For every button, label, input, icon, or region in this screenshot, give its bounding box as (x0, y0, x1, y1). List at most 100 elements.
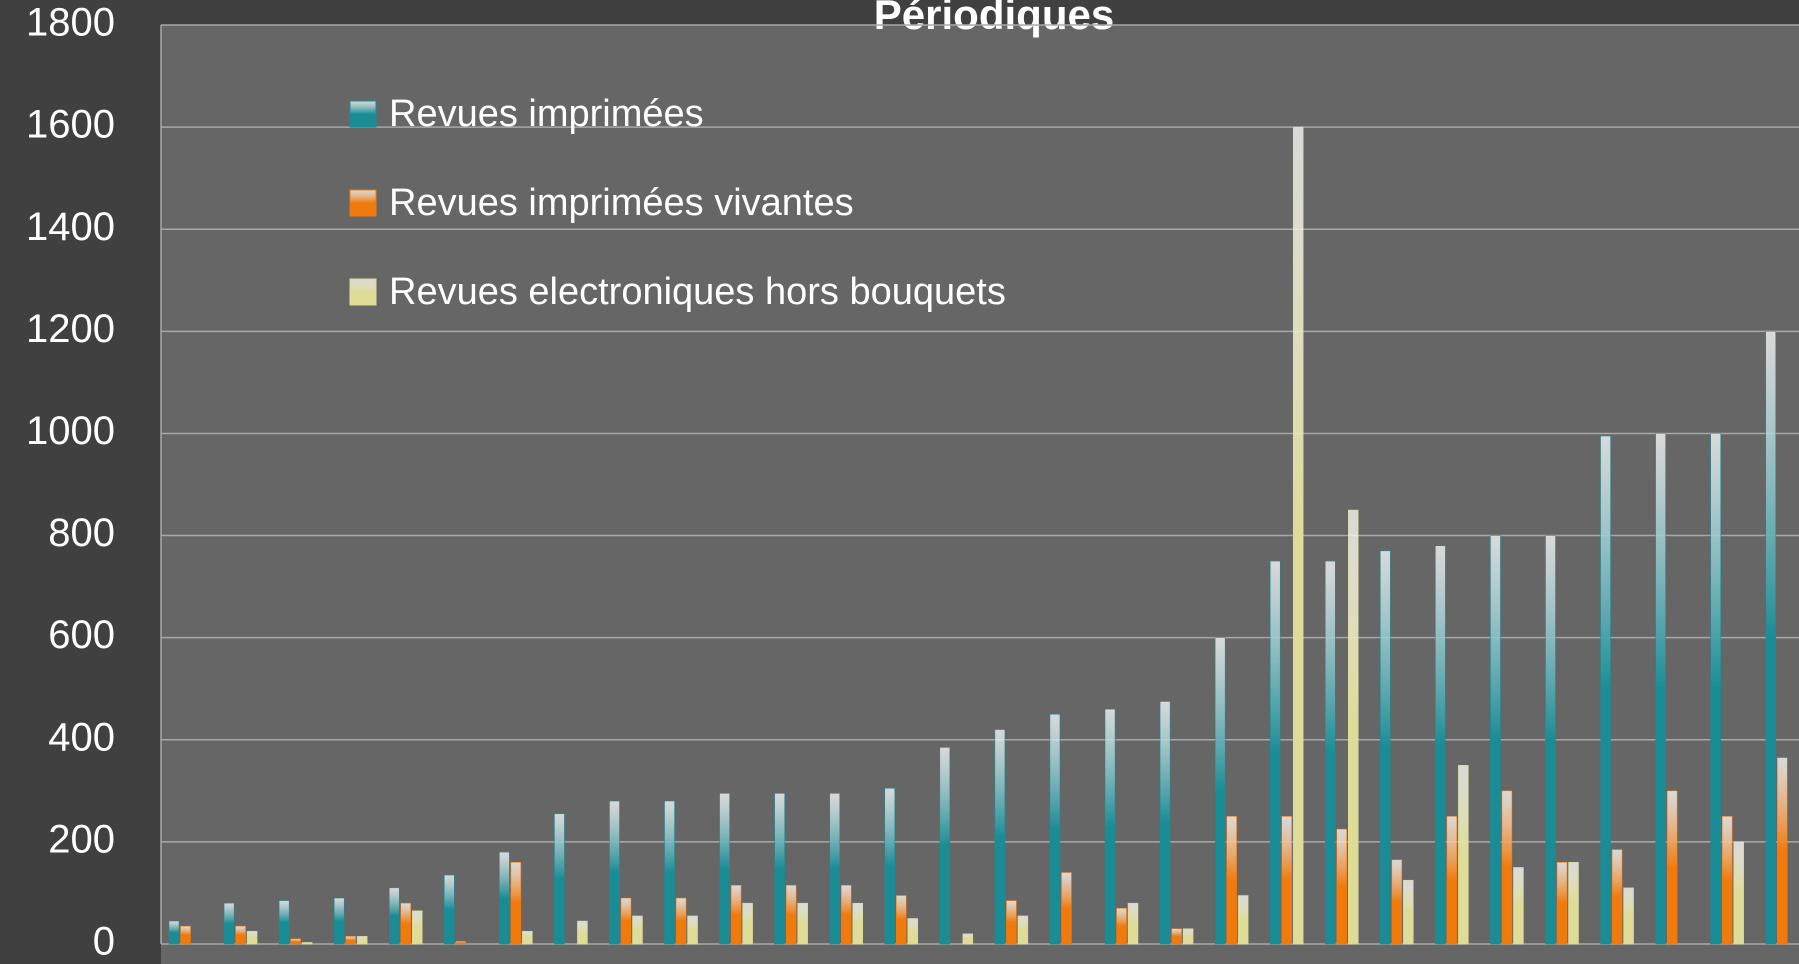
bar (1006, 900, 1017, 945)
bar (1104, 708, 1116, 945)
bar (455, 941, 467, 945)
bar (1666, 790, 1678, 945)
bar (1281, 816, 1292, 945)
bar (1600, 435, 1611, 945)
bar (632, 915, 643, 945)
bar (1513, 867, 1524, 945)
y-tick-label: 1800 (26, 1, 115, 45)
bar (1214, 637, 1226, 945)
bar (730, 885, 742, 945)
y-tick-label: 1400 (26, 205, 115, 249)
bar (939, 747, 951, 945)
bar (1710, 433, 1721, 945)
bar (1269, 560, 1281, 945)
bar (797, 902, 808, 945)
bar (554, 813, 565, 945)
bar (1776, 757, 1788, 945)
bar (1159, 701, 1171, 945)
bar (1545, 535, 1556, 945)
y-tick-label: 600 (48, 613, 115, 657)
bar (301, 942, 313, 945)
bar (1017, 915, 1029, 945)
legend-label: Revues imprimées (389, 93, 704, 135)
bar (675, 897, 687, 945)
bar (1292, 126, 1304, 945)
bar (896, 895, 907, 945)
bar (168, 920, 180, 945)
bar (687, 915, 698, 945)
bar (962, 933, 974, 945)
bar (1458, 765, 1469, 945)
bar (884, 788, 896, 945)
bar (1237, 895, 1249, 945)
bar (1127, 902, 1139, 945)
bar (1116, 908, 1127, 945)
bar (444, 874, 455, 945)
bar (1391, 859, 1403, 945)
y-tick-label: 0 (93, 920, 115, 964)
bar (345, 936, 356, 945)
bar (609, 800, 620, 945)
bar (1049, 714, 1061, 945)
y-tick-label: 1600 (26, 103, 115, 147)
bar (1623, 887, 1634, 945)
bar (1403, 879, 1414, 945)
legend-swatch (349, 100, 377, 128)
bar (829, 793, 840, 945)
bar (388, 887, 400, 945)
legend-swatch (349, 189, 377, 217)
bar (1501, 790, 1513, 945)
bar (411, 910, 423, 945)
bar (785, 885, 797, 945)
bar (664, 800, 675, 945)
chart-title: Périodiques (874, 0, 1114, 38)
legend-label: Revues imprimées vivantes (389, 182, 854, 224)
bar (180, 925, 191, 945)
y-tick-label: 200 (48, 817, 115, 861)
y-tick-label: 800 (48, 511, 115, 555)
bar (1336, 828, 1348, 945)
bar (1061, 872, 1072, 945)
bar (522, 930, 533, 945)
bar (1733, 841, 1744, 945)
bar (1611, 849, 1623, 945)
bar (907, 918, 919, 945)
bar (1490, 535, 1501, 945)
bar (1435, 545, 1446, 945)
bar (774, 793, 785, 945)
y-tick-label: 1200 (26, 307, 115, 351)
legend-label: Revues electroniques hors bouquets (389, 271, 1006, 313)
bar (290, 938, 301, 945)
bar (840, 885, 852, 945)
bar (1446, 816, 1458, 945)
bar (1226, 816, 1237, 945)
bar (1380, 550, 1391, 945)
bar (1348, 509, 1359, 945)
bar (223, 902, 235, 945)
bar (577, 920, 588, 945)
bar (1325, 560, 1336, 945)
bar (719, 793, 730, 945)
bar (1721, 816, 1733, 945)
y-tick-label: 400 (48, 715, 115, 759)
bar (1568, 862, 1579, 945)
y-tick-label: 1000 (26, 409, 115, 453)
bar (1171, 928, 1182, 945)
bar (1556, 862, 1568, 945)
bar (994, 729, 1006, 945)
bar (499, 851, 510, 945)
bar (333, 897, 345, 945)
bar (852, 902, 863, 945)
bar (620, 897, 632, 945)
bar (246, 930, 258, 945)
bar (742, 902, 753, 945)
bar (278, 900, 290, 945)
bar (1182, 928, 1194, 945)
bar (1765, 331, 1776, 945)
bar (400, 902, 411, 945)
bar (1655, 433, 1666, 945)
plot-area (161, 25, 1799, 964)
bar (356, 936, 368, 945)
